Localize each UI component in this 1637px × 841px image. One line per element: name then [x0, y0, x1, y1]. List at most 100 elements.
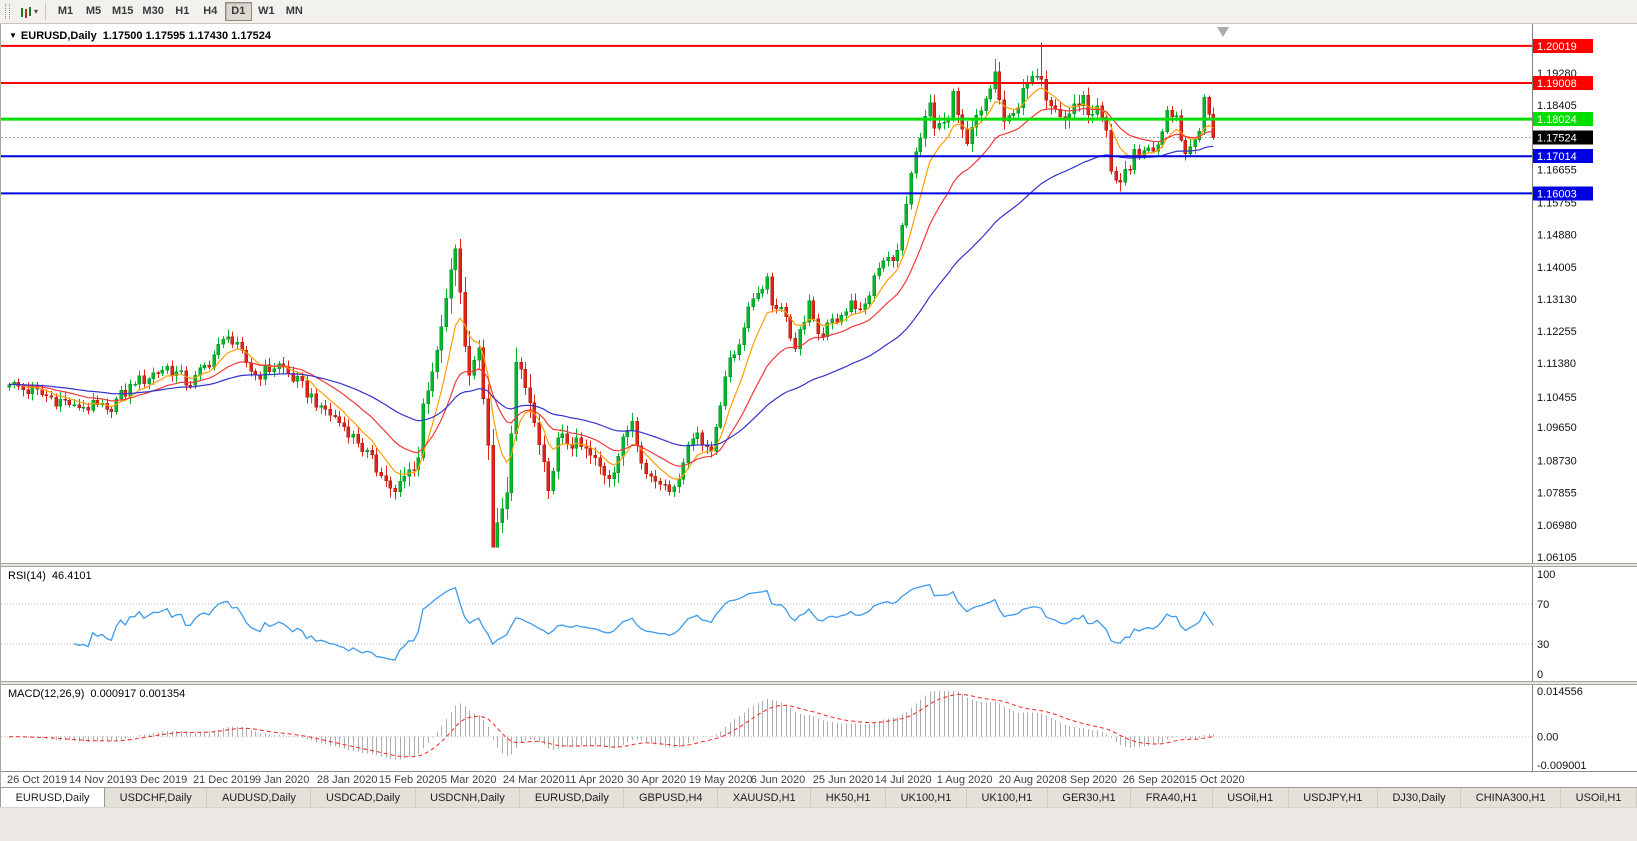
- price-tick-label: 1.06980: [1537, 520, 1577, 532]
- date-label: 14 Jul 2020: [875, 774, 932, 786]
- timeframe-toolbar: ▾ M1 M5 M15 M30 H1 H4 D1 W1 MN: [0, 0, 1637, 24]
- bottom-tab-gbpusd-h4[interactable]: GBPUSD,H4: [624, 788, 719, 807]
- ma-55-line: [8, 145, 1214, 447]
- panel-splitter[interactable]: [1, 563, 1637, 567]
- charts-dropdown-icon[interactable]: ▾: [16, 1, 43, 23]
- rsi-panel-canvas[interactable]: 100 70 30 0: [1, 567, 1637, 681]
- price-level-box: [1533, 149, 1593, 164]
- chart-bars-icon: [21, 7, 23, 17]
- bottom-tab-eurusd-daily[interactable]: EURUSD,Daily: [0, 788, 106, 807]
- symbol-ohlc-label: ▼ EURUSD,Daily 1.17500 1.17595 1.17430 1.1…: [9, 30, 271, 42]
- price-level-box-label: 1.19008: [1537, 78, 1577, 90]
- price-tick-label: 1.09650: [1537, 422, 1577, 434]
- macd-name: MACD(12,26,9): [8, 688, 85, 700]
- bottom-tab-usdjpy-h1[interactable]: USDJPY,H1: [1288, 788, 1378, 807]
- bottom-tab-dj30-daily[interactable]: DJ30,Daily: [1377, 788, 1462, 807]
- timeframe-button-d1[interactable]: D1: [224, 2, 252, 21]
- ma-21-line: [8, 107, 1214, 467]
- series-marker-icon: ▼: [9, 31, 17, 40]
- price-tick-label: 1.18405: [1537, 100, 1577, 112]
- date-label: 20 Aug 2020: [999, 774, 1061, 786]
- date-label: 6 Jun 2020: [751, 774, 805, 786]
- macd-axis-label: 0.00: [1537, 732, 1558, 744]
- bottom-tab-usdcnh-daily[interactable]: USDCNH,Daily: [415, 788, 521, 807]
- bottom-tab-usoil-h1[interactable]: USOil,H1: [1561, 788, 1637, 807]
- price-level-box-label: 1.17524: [1537, 133, 1577, 145]
- timeframe-buttons: M1 M5 M15 M30 H1 H4 D1 W1 MN: [52, 2, 308, 21]
- timeframe-button-w1[interactable]: W1: [253, 2, 280, 21]
- price-level-box: [1533, 186, 1593, 201]
- macd-values: 0.000917 0.001354: [90, 688, 186, 700]
- bottom-tab-usdchf-daily[interactable]: USDCHF,Daily: [105, 788, 208, 807]
- price-tick-label: 1.06105: [1537, 552, 1577, 563]
- ma-8-line: [8, 87, 1214, 480]
- rsi-axis-label: 70: [1537, 599, 1549, 611]
- date-label: 26 Oct 2019: [7, 774, 67, 786]
- panel-splitter[interactable]: [1, 681, 1637, 685]
- macd-axis-label: -0.009001: [1537, 760, 1587, 771]
- rsi-value: 46.4101: [51, 570, 92, 582]
- price-tick-label: 1.13130: [1537, 294, 1577, 306]
- timeframe-button-m1[interactable]: M1: [52, 2, 79, 21]
- timeframe-button-h1[interactable]: H1: [169, 2, 196, 21]
- bottom-tab-uk100-h1[interactable]: UK100,H1: [886, 788, 967, 807]
- bottom-tab-hk50-h1[interactable]: HK50,H1: [811, 788, 887, 807]
- price-level-box-label: 1.20019: [1537, 41, 1577, 53]
- bottom-tab-fra40-h1[interactable]: FRA40,H1: [1131, 788, 1213, 807]
- rsi-indicator-label: RSI(14) 46.4101: [8, 570, 92, 582]
- bottom-tab-xauusd-h1[interactable]: XAUUSD,H1: [718, 788, 812, 807]
- chart-tab-bar: EURUSD,Daily USDCHF,Daily AUDUSD,Daily USDC…: [0, 787, 1637, 807]
- price-tick-label: 1.07855: [1537, 488, 1577, 500]
- date-label: 19 May 2020: [689, 774, 753, 786]
- price-level-box: [1533, 130, 1593, 145]
- timeframe-button-m5[interactable]: M5: [80, 2, 107, 21]
- rsi-name: RSI(14): [8, 570, 46, 582]
- price-tick-label: 1.14005: [1537, 262, 1577, 274]
- price-tick-label: 1.15755: [1537, 197, 1577, 209]
- date-label: 15 Oct 2020: [1185, 774, 1245, 786]
- chevron-down-icon: ▾: [34, 6, 39, 16]
- price-level-box: [1533, 38, 1593, 53]
- macd-histogram: [14, 691, 1214, 760]
- price-tick-label: 1.11380: [1537, 358, 1576, 370]
- bottom-tab-audusd-daily[interactable]: AUDUSD,Daily: [207, 788, 312, 807]
- price-tick-label: 1.10455: [1537, 392, 1577, 404]
- price-level-box-label: 1.18024: [1537, 114, 1577, 126]
- bottom-tab-ger30-h1[interactable]: GER30,H1: [1047, 788, 1132, 807]
- toolbar-grip[interactable]: [5, 4, 10, 19]
- rsi-line: [73, 583, 1214, 661]
- macd-signal-line: [9, 693, 1214, 758]
- status-bar: [0, 807, 1637, 841]
- macd-panel-canvas[interactable]: 0.014556 0.00 -0.009001: [1, 685, 1637, 771]
- timeframe-button-mn[interactable]: MN: [281, 2, 308, 21]
- rsi-axis-label: 30: [1537, 639, 1549, 651]
- date-label: 24 Mar 2020: [503, 774, 565, 786]
- bottom-tab-china300-h1[interactable]: CHINA300,H1: [1461, 788, 1562, 807]
- timeframe-button-m15[interactable]: M15: [108, 2, 137, 21]
- date-label: 28 Jan 2020: [317, 774, 378, 786]
- candles: [7, 42, 1215, 548]
- toolbar-separator: [45, 3, 47, 20]
- bottom-tab-eurusd-daily[interactable]: EURUSD,Daily: [520, 788, 625, 807]
- time-axis[interactable]: 26 Oct 2019 14 Nov 2019 3 Dec 2019 21 Dec 2…: [1, 771, 1637, 787]
- bottom-tab-usdcad-daily[interactable]: USDCAD,Daily: [311, 788, 416, 807]
- price-tick-label: 1.12255: [1537, 326, 1577, 338]
- chart-window: 1.19280 1.18405 1.16655 1.15755 1.14880 1.140…: [0, 24, 1637, 787]
- price-level-box: [1533, 75, 1593, 90]
- bottom-tab-uk100-h1[interactable]: UK100,H1: [966, 788, 1048, 807]
- price-chart-canvas[interactable]: 1.192801.184051.166551.157551.148801.140…: [1, 24, 1637, 563]
- bottom-tab-usoil-h1[interactable]: USOil,H1: [1212, 788, 1289, 807]
- rsi-axis-label: 100: [1537, 569, 1555, 581]
- timeframe-button-m30[interactable]: M30: [138, 2, 167, 21]
- symbol-title: EURUSD,Daily: [20, 30, 97, 42]
- price-tick-label: 1.08730: [1537, 456, 1577, 468]
- macd-axis-label: 0.014556: [1537, 686, 1583, 698]
- price-level-box-label: 1.17014: [1537, 151, 1577, 163]
- price-level-box: [1533, 112, 1593, 127]
- timeframe-button-h4[interactable]: H4: [197, 2, 224, 21]
- date-label: 30 Apr 2020: [627, 774, 686, 786]
- rsi-axis-label: 0: [1537, 669, 1543, 681]
- date-label: 26 Sep 2020: [1123, 774, 1185, 786]
- chart-shift-marker-icon: [1217, 27, 1229, 37]
